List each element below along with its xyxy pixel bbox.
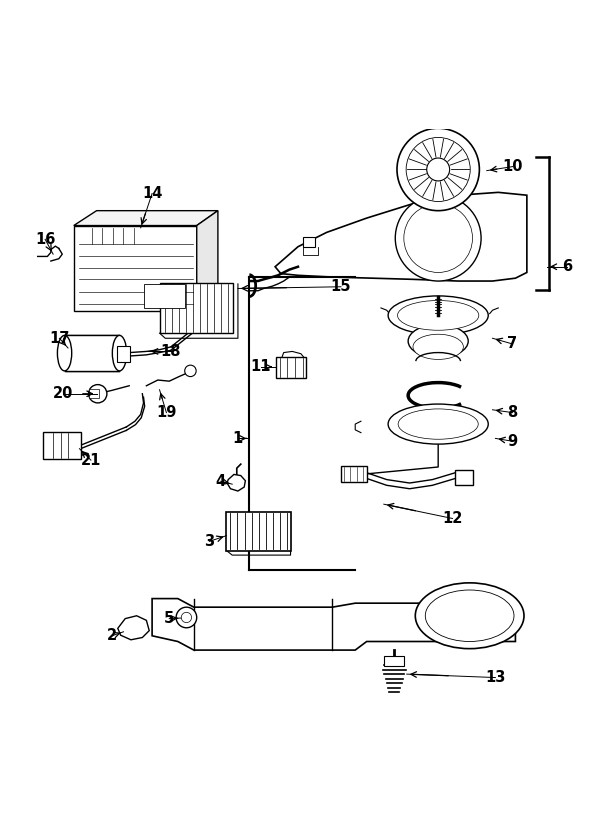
Text: 1: 1 — [233, 431, 243, 446]
Text: 9: 9 — [508, 434, 517, 449]
Text: 7: 7 — [508, 337, 517, 352]
Ellipse shape — [426, 590, 514, 642]
Text: 15: 15 — [331, 279, 351, 294]
Text: 14: 14 — [142, 186, 162, 201]
Text: 19: 19 — [156, 406, 176, 420]
Bar — [384, 656, 405, 666]
Ellipse shape — [388, 296, 488, 335]
Text: 16: 16 — [35, 232, 55, 247]
Text: 13: 13 — [485, 670, 505, 685]
Ellipse shape — [415, 583, 524, 649]
Bar — [44, 431, 80, 459]
Text: 3: 3 — [204, 534, 215, 548]
Ellipse shape — [398, 301, 479, 330]
Circle shape — [397, 128, 479, 211]
Bar — [117, 346, 130, 361]
Text: 21: 21 — [80, 453, 101, 468]
Polygon shape — [227, 475, 246, 491]
Bar — [341, 466, 367, 482]
Circle shape — [427, 158, 449, 181]
Text: 10: 10 — [502, 159, 523, 175]
Ellipse shape — [413, 334, 463, 360]
Bar — [144, 284, 185, 308]
Polygon shape — [118, 616, 149, 640]
Ellipse shape — [408, 325, 468, 357]
Ellipse shape — [388, 404, 488, 444]
Text: 8: 8 — [507, 406, 518, 420]
Text: 17: 17 — [49, 331, 70, 346]
Polygon shape — [74, 211, 218, 225]
Circle shape — [181, 612, 191, 622]
Circle shape — [406, 137, 470, 201]
Ellipse shape — [112, 336, 126, 371]
Text: 6: 6 — [562, 259, 572, 274]
Bar — [277, 357, 306, 378]
Bar — [455, 470, 473, 484]
Text: 2: 2 — [107, 628, 117, 643]
Text: 11: 11 — [250, 359, 271, 375]
Text: 18: 18 — [161, 344, 181, 359]
Ellipse shape — [398, 409, 478, 440]
Circle shape — [185, 365, 196, 376]
Circle shape — [89, 385, 107, 403]
Polygon shape — [197, 211, 218, 312]
Circle shape — [395, 195, 481, 281]
Text: 4: 4 — [216, 474, 226, 489]
Bar — [160, 283, 233, 333]
Polygon shape — [152, 598, 516, 650]
Bar — [64, 336, 119, 371]
Circle shape — [404, 204, 473, 273]
Bar — [74, 225, 197, 312]
Bar — [226, 512, 291, 550]
Circle shape — [176, 607, 197, 627]
Polygon shape — [275, 192, 527, 281]
Bar — [303, 237, 315, 248]
Text: 20: 20 — [53, 386, 73, 401]
Ellipse shape — [57, 336, 72, 371]
Text: 12: 12 — [442, 511, 462, 526]
Text: 5: 5 — [164, 611, 175, 626]
Bar — [89, 389, 99, 398]
